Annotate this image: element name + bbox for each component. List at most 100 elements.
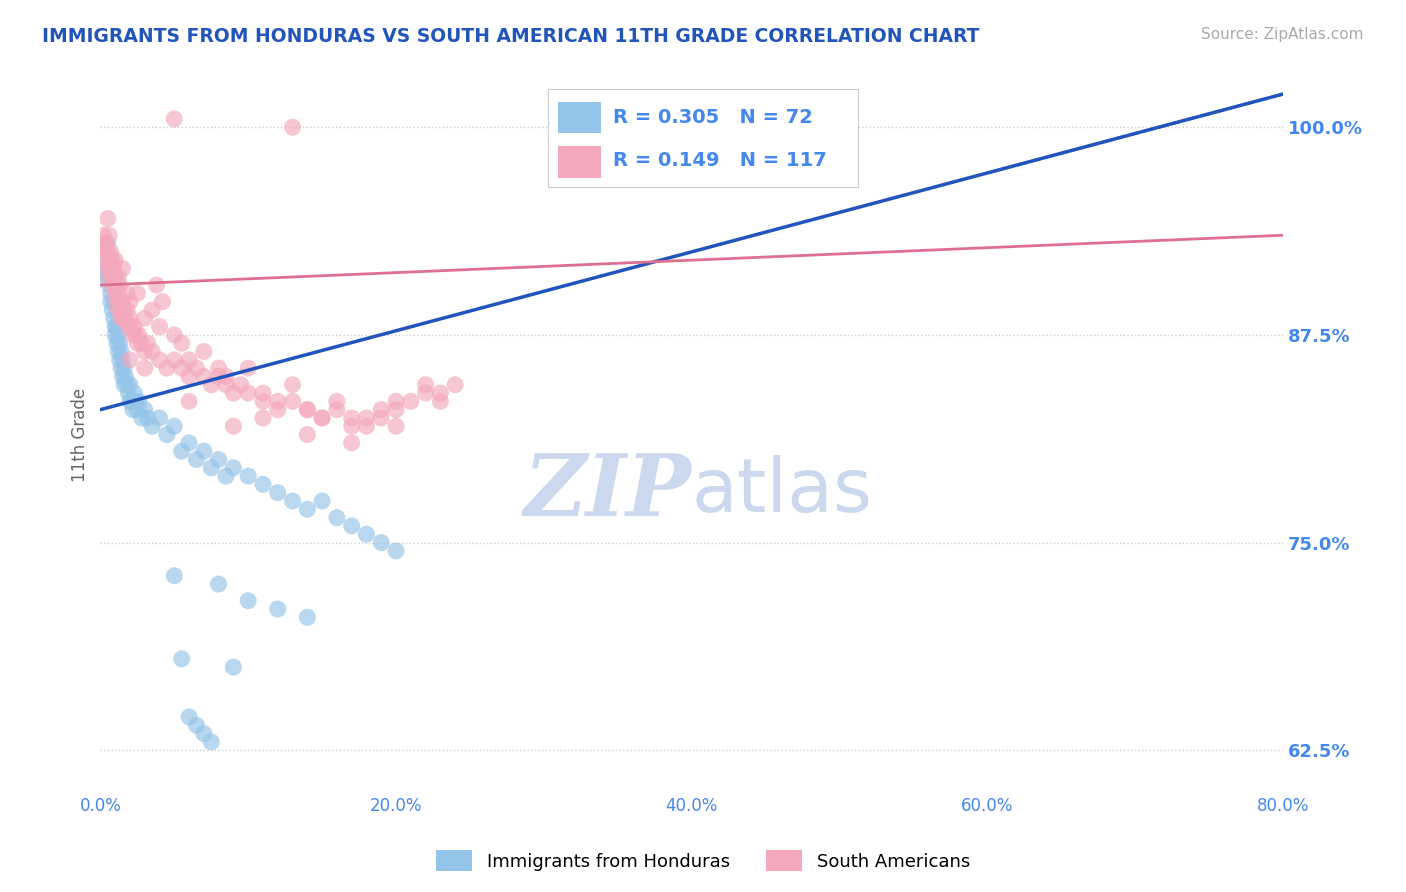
- Text: R = 0.149   N = 117: R = 0.149 N = 117: [613, 152, 827, 170]
- Point: [252, 394, 274, 409]
- Point: [177, 710, 200, 724]
- Point: [399, 394, 422, 409]
- Bar: [558, 146, 600, 178]
- Text: atlas: atlas: [692, 455, 873, 528]
- Point: [127, 286, 149, 301]
- Point: [297, 427, 319, 442]
- Point: [238, 469, 260, 483]
- Point: [100, 261, 122, 276]
- Point: [118, 394, 141, 409]
- Point: [96, 236, 118, 251]
- Point: [110, 303, 132, 318]
- Point: [222, 660, 245, 674]
- Point: [193, 726, 215, 740]
- Point: [118, 377, 141, 392]
- Point: [105, 336, 128, 351]
- Text: Source: ZipAtlas.com: Source: ZipAtlas.com: [1201, 27, 1364, 42]
- Point: [156, 361, 179, 376]
- Point: [141, 303, 163, 318]
- Point: [110, 311, 132, 326]
- Point: [127, 336, 149, 351]
- Point: [101, 278, 124, 293]
- Point: [385, 419, 408, 434]
- Point: [238, 361, 260, 376]
- Point: [311, 494, 333, 508]
- Point: [98, 228, 121, 243]
- Point: [101, 269, 124, 284]
- Point: [108, 278, 131, 293]
- Point: [104, 327, 127, 342]
- Point: [125, 394, 148, 409]
- Point: [281, 494, 304, 508]
- Point: [111, 294, 134, 309]
- Point: [385, 402, 408, 417]
- Point: [134, 361, 156, 376]
- Point: [134, 344, 156, 359]
- Point: [110, 361, 132, 376]
- Bar: [558, 102, 600, 133]
- Point: [186, 361, 208, 376]
- Point: [100, 294, 122, 309]
- Point: [100, 244, 122, 259]
- Point: [100, 286, 122, 301]
- Point: [186, 452, 208, 467]
- Point: [148, 411, 170, 425]
- Point: [207, 361, 229, 376]
- Point: [297, 402, 319, 417]
- Point: [145, 278, 167, 293]
- Point: [429, 386, 451, 401]
- Point: [281, 120, 304, 135]
- Point: [177, 369, 200, 384]
- Point: [193, 444, 215, 458]
- Point: [114, 311, 136, 326]
- Point: [107, 327, 129, 342]
- Point: [127, 402, 149, 417]
- Point: [117, 386, 139, 401]
- Point: [267, 394, 290, 409]
- Point: [252, 386, 274, 401]
- Point: [128, 327, 150, 342]
- Point: [163, 352, 186, 367]
- Point: [141, 344, 163, 359]
- Point: [311, 411, 333, 425]
- Text: IMMIGRANTS FROM HONDURAS VS SOUTH AMERICAN 11TH GRADE CORRELATION CHART: IMMIGRANTS FROM HONDURAS VS SOUTH AMERIC…: [42, 27, 980, 45]
- Point: [111, 311, 134, 326]
- Text: R = 0.305   N = 72: R = 0.305 N = 72: [613, 108, 813, 128]
- Point: [207, 369, 229, 384]
- Point: [370, 535, 392, 549]
- Point: [110, 344, 132, 359]
- Point: [120, 394, 142, 409]
- Point: [252, 477, 274, 491]
- Point: [97, 236, 120, 251]
- Point: [415, 377, 437, 392]
- Point: [170, 361, 193, 376]
- Point: [118, 311, 141, 326]
- Point: [215, 469, 238, 483]
- Point: [340, 411, 363, 425]
- Point: [177, 352, 200, 367]
- Point: [267, 602, 290, 616]
- Point: [326, 402, 349, 417]
- Point: [163, 327, 186, 342]
- Point: [177, 435, 200, 450]
- Point: [281, 377, 304, 392]
- Point: [170, 336, 193, 351]
- Point: [148, 352, 170, 367]
- Point: [115, 303, 138, 318]
- Point: [103, 294, 125, 309]
- Point: [163, 568, 186, 582]
- Point: [131, 336, 153, 351]
- Point: [108, 294, 131, 309]
- Point: [200, 460, 222, 475]
- Point: [238, 386, 260, 401]
- Point: [152, 294, 174, 309]
- Point: [356, 411, 378, 425]
- Point: [267, 402, 290, 417]
- Text: ZIP: ZIP: [524, 450, 692, 533]
- Point: [222, 460, 245, 475]
- Point: [112, 303, 135, 318]
- Point: [163, 112, 186, 126]
- Point: [193, 369, 215, 384]
- Y-axis label: 11th Grade: 11th Grade: [72, 387, 89, 482]
- Point: [91, 228, 114, 243]
